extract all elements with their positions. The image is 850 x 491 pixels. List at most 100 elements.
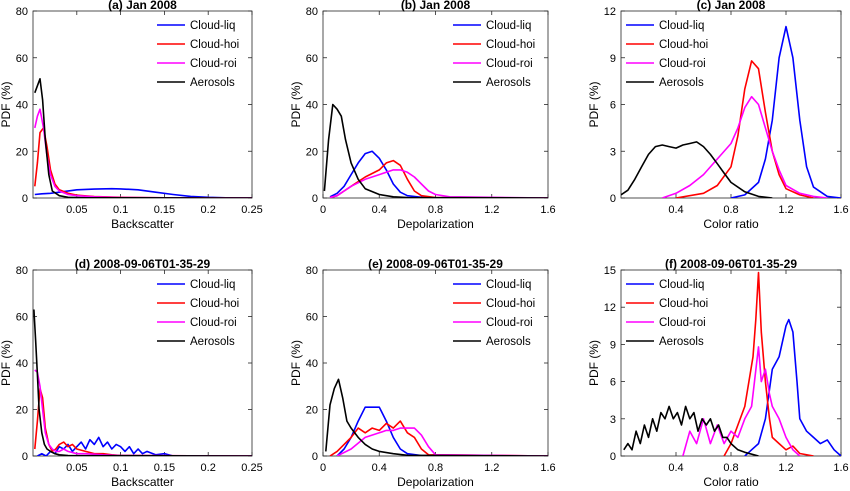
y-tick-label: 80 (306, 6, 318, 18)
y-tick-label: 12 (604, 302, 616, 314)
x-axis-label: Depolarization (397, 217, 474, 231)
series-line-cloud-liq (730, 25, 841, 198)
legend-entry: Cloud-roi (190, 58, 237, 70)
y-axis-label: PDF (%) (0, 340, 13, 386)
y-tick-label: 60 (306, 53, 318, 65)
legend-entry: Cloud-roi (486, 58, 533, 70)
y-tick-label: 0 (610, 193, 616, 205)
y-axis-label: PDF (%) (587, 82, 601, 128)
x-tick-label: 1.6 (540, 204, 555, 216)
y-tick-label: 0 (312, 451, 318, 463)
chart-panel-4: (e) 2008-09-06T01-35-29 0 0.4 0.8 1.2 1.6 0 20 4… (289, 257, 556, 489)
y-axis-label: PDF (%) (289, 82, 303, 128)
y-tick-label: 6 (610, 377, 616, 389)
y-tick-label: 3 (610, 414, 616, 426)
y-axis-label: PDF (%) (587, 340, 601, 386)
y-tick-label: 9 (610, 53, 616, 65)
series-line-cloud-roi (329, 169, 548, 198)
legend-entry: Cloud-hoi (659, 298, 708, 310)
series-line-aerosols (621, 141, 773, 198)
y-tick-label: 80 (16, 6, 28, 18)
legend-entry: Cloud-liq (659, 20, 704, 32)
y-tick-label: 15 (604, 265, 616, 277)
x-tick-label: 0.15 (154, 204, 175, 216)
x-axis-label: Color ratio (703, 217, 759, 231)
legend-entry: Cloud-hoi (486, 39, 535, 51)
legend-entry: Cloud-hoi (659, 39, 708, 51)
series-line-cloud-liq (37, 436, 252, 456)
y-tick-label: 40 (16, 100, 28, 112)
series-line-cloud-roi (336, 427, 548, 456)
x-tick-label: 0 (320, 462, 326, 474)
plot-area (32, 10, 253, 199)
legend-entry: Cloud-roi (659, 58, 706, 70)
y-axis-label: PDF (%) (0, 82, 13, 128)
legend-entry: Aerosols (190, 77, 235, 89)
series-line-cloud-hoi (723, 271, 814, 456)
y-tick-label: 20 (16, 146, 28, 158)
y-tick-label: 12 (604, 6, 616, 18)
series-line-aerosols (34, 78, 252, 198)
legend-entry: Cloud-roi (486, 317, 533, 329)
y-tick-label: 0 (312, 193, 318, 205)
legend-entry: Cloud-liq (659, 279, 704, 291)
y-tick-label: 20 (16, 405, 28, 417)
y-tick-label: 3 (610, 146, 616, 158)
legend-entry: Aerosols (486, 77, 531, 89)
y-tick-label: 0 (610, 451, 616, 463)
y-tick-label: 0 (22, 451, 28, 463)
y-tick-label: 40 (16, 358, 28, 370)
series-line-cloud-hoi (34, 387, 252, 456)
y-axis-label: PDF (%) (289, 340, 303, 386)
chart-panel-2: (c) Jan 2008 0.4 0.8 1.2 1.6 0 3 6 9 12 Color rati… (587, 0, 849, 231)
y-tick-label: 20 (306, 146, 318, 158)
legend-entry: Cloud-roi (190, 317, 237, 329)
y-tick-label: 60 (306, 312, 318, 324)
series-line-cloud-liq (34, 187, 252, 198)
x-tick-label: 0.4 (372, 462, 387, 474)
series-line-aerosols (325, 378, 548, 456)
chart-title: (a) Jan 2008 (108, 0, 177, 12)
y-tick-label: 80 (306, 265, 318, 277)
series-line-cloud-hoi (329, 420, 548, 456)
x-tick-label: 1.2 (778, 462, 793, 474)
x-axis-label: Color ratio (703, 475, 759, 489)
legend-entry: Cloud-liq (486, 279, 531, 291)
x-tick-label: 0.05 (66, 462, 87, 474)
plot-area (322, 10, 549, 199)
y-tick-label: 20 (306, 405, 318, 417)
plot-area (322, 269, 549, 457)
x-axis-label: Backscatter (111, 217, 174, 231)
x-axis-label: Depolarization (397, 475, 474, 489)
chart-title: (d) 2008-09-06T01-35-29 (75, 257, 211, 271)
legend-entry: Cloud-liq (190, 279, 235, 291)
x-tick-label: 0.1 (113, 462, 128, 474)
x-tick-label: 0.8 (428, 462, 443, 474)
series-line-cloud-liq (744, 318, 841, 456)
chart-title: (b) Jan 2008 (401, 0, 471, 12)
x-tick-label: 0.15 (154, 462, 175, 474)
series-line-aerosols (33, 309, 252, 456)
series-line-cloud-hoi (675, 60, 814, 198)
x-tick-label: 0.8 (723, 204, 738, 216)
x-tick-label: 0.4 (668, 204, 683, 216)
x-tick-label: 0.25 (241, 204, 262, 216)
plot-area (32, 269, 253, 457)
legend-entry: Cloud-hoi (190, 39, 239, 51)
chart-panel-0: (a) Jan 2008 0.05 0.1 0.15 0.2 0.25 0 20 40 60 80 B… (0, 0, 263, 231)
x-tick-label: 0.2 (201, 462, 216, 474)
y-tick-label: 60 (16, 312, 28, 324)
y-tick-label: 0 (22, 193, 28, 205)
x-tick-label: 1.2 (484, 204, 499, 216)
x-tick-label: 0.05 (66, 204, 87, 216)
legend-entry: Cloud-roi (659, 317, 706, 329)
x-tick-label: 1.6 (540, 462, 555, 474)
y-tick-label: 40 (306, 358, 318, 370)
chart-panel-3: (d) 2008-09-06T01-35-29 0.05 0.1 0.15 0.2 0.2… (0, 257, 263, 489)
x-tick-label: 0.8 (723, 462, 738, 474)
series-line-aerosols (623, 405, 759, 456)
y-tick-label: 80 (16, 265, 28, 277)
chart-panel-5: (f) 2008-09-06T01-35-29 0.4 0.8 1.2 1.6 0 3 6 9 1… (587, 257, 849, 489)
x-tick-label: 1.6 (833, 462, 848, 474)
